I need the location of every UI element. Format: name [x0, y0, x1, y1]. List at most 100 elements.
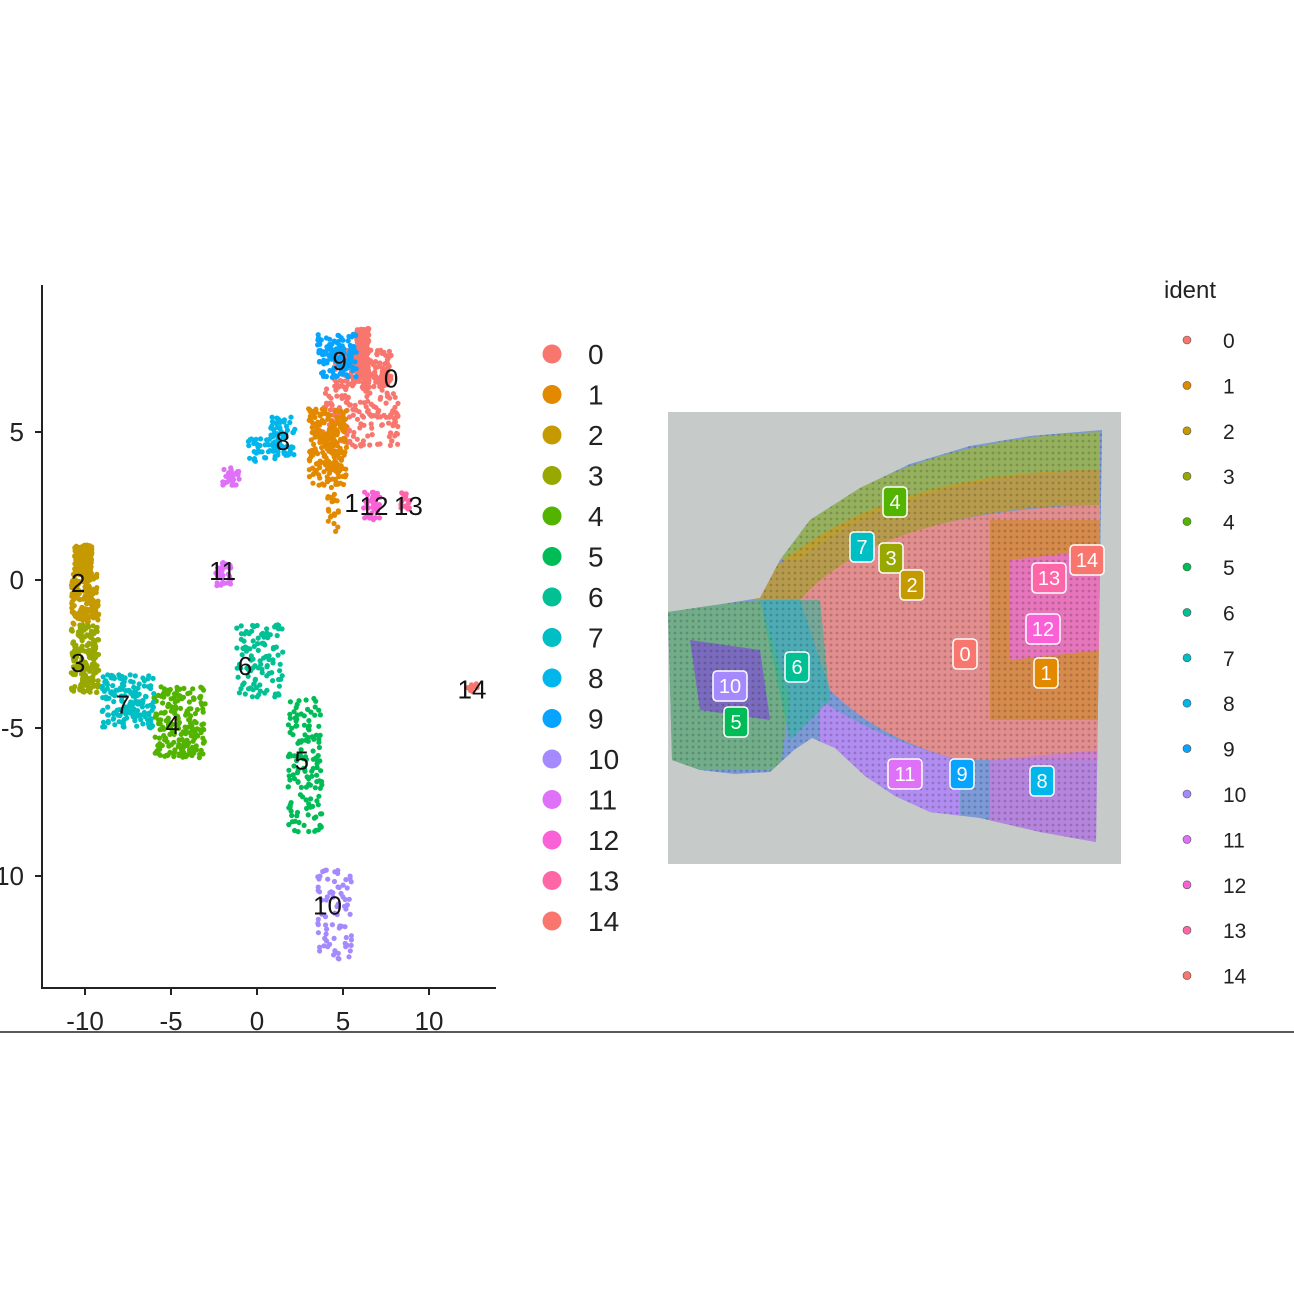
- umap-point: [327, 470, 333, 476]
- umap-point: [370, 489, 377, 495]
- umap-point: [381, 349, 387, 355]
- umap-cluster-label: 4: [165, 710, 179, 740]
- umap-point: [276, 421, 282, 427]
- umap-point: [81, 572, 87, 578]
- umap-point: [94, 585, 100, 591]
- umap-point: [287, 699, 293, 705]
- umap-point: [269, 414, 275, 420]
- umap-point: [311, 695, 317, 702]
- umap-point: [337, 480, 343, 486]
- umap-point: [316, 350, 322, 356]
- umap-point: [85, 554, 91, 560]
- umap-point: [299, 794, 306, 800]
- umap-point: [149, 707, 155, 713]
- umap-point: [71, 685, 77, 691]
- legend-label: 2: [588, 420, 604, 451]
- umap-point: [76, 571, 82, 577]
- umap-point: [306, 718, 312, 724]
- umap-point: [334, 911, 340, 918]
- umap-point: [148, 683, 154, 689]
- umap-point: [70, 620, 76, 626]
- umap-point: [367, 372, 373, 378]
- umap-point: [163, 735, 169, 741]
- umap-point: [193, 743, 199, 749]
- umap-point: [295, 740, 301, 746]
- umap-point: [323, 897, 329, 903]
- umap-point: [177, 705, 184, 712]
- umap-point: [353, 374, 359, 380]
- umap-point: [161, 710, 167, 716]
- umap-point: [73, 642, 79, 648]
- umap-point: [287, 729, 293, 736]
- umap-point: [315, 930, 321, 936]
- umap-point: [131, 684, 137, 690]
- umap-point: [375, 441, 381, 447]
- umap-point: [309, 773, 315, 779]
- umap-point: [151, 691, 157, 697]
- umap-point: [172, 704, 178, 710]
- legend-label: 4: [588, 501, 604, 532]
- umap-point: [73, 578, 79, 584]
- umap-point: [293, 718, 299, 724]
- umap-point: [228, 465, 234, 471]
- umap-point: [352, 359, 358, 365]
- umap-point: [302, 766, 308, 772]
- umap-point: [95, 636, 101, 643]
- umap-point: [248, 655, 254, 662]
- umap-point: [386, 420, 392, 426]
- umap-point: [306, 417, 312, 423]
- umap-point: [313, 449, 319, 455]
- umap-point: [265, 449, 271, 455]
- umap-point: [339, 371, 345, 377]
- umap-point: [79, 604, 85, 610]
- umap-point: [77, 597, 83, 603]
- umap-point: [315, 802, 321, 808]
- umap-cluster-label: 10: [313, 891, 342, 921]
- umap-point: [269, 419, 276, 425]
- umap-point: [242, 691, 248, 697]
- umap-point: [179, 736, 185, 743]
- umap-point: [379, 422, 385, 428]
- umap-point: [317, 413, 323, 419]
- umap-point: [327, 368, 333, 374]
- umap-point: [163, 718, 169, 724]
- umap-point: [83, 559, 89, 565]
- umap-point: [83, 611, 89, 617]
- spatial-legend-label: 0: [1223, 330, 1235, 353]
- umap-point: [346, 363, 352, 369]
- umap-point: [165, 703, 171, 710]
- legend-key: [542, 749, 562, 769]
- umap-point: [395, 400, 401, 406]
- legend-label: 6: [588, 582, 604, 613]
- legend-label: 3: [588, 461, 604, 492]
- spatial-tag: [1025, 613, 1061, 645]
- umap-point: [83, 682, 89, 688]
- umap-point: [161, 694, 167, 700]
- umap-point: [352, 402, 358, 408]
- umap-point: [351, 381, 357, 387]
- umap-point: [339, 351, 345, 357]
- umap-point: [339, 393, 345, 399]
- umap-point: [141, 709, 147, 716]
- umap-point: [88, 651, 94, 657]
- spatial-tag-label: 11: [895, 764, 916, 786]
- umap-point: [354, 339, 360, 345]
- umap-point: [337, 423, 344, 430]
- umap-point: [309, 734, 315, 740]
- umap-point: [302, 732, 308, 738]
- umap-point: [312, 785, 318, 791]
- umap-point: [333, 528, 339, 535]
- umap-point: [361, 400, 367, 406]
- umap-point: [90, 611, 96, 617]
- umap-point: [187, 716, 193, 722]
- umap-point: [136, 691, 142, 697]
- spatial-tag: [1029, 765, 1055, 797]
- umap-point: [134, 723, 140, 729]
- umap-point: [347, 342, 353, 349]
- spatial-tag-label: 12: [1032, 619, 1054, 641]
- umap-point: [85, 675, 91, 682]
- umap-point: [328, 484, 334, 491]
- umap-point: [183, 712, 189, 718]
